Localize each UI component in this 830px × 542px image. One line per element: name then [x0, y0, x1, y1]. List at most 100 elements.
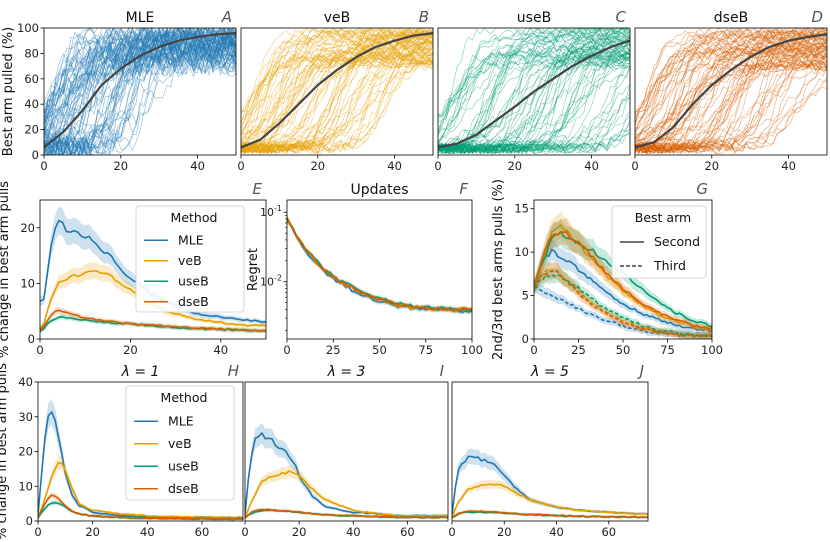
- run-trace-B-56: [241, 28, 433, 152]
- chart-panel-B: 0 20 40 veB B: [237, 8, 434, 173]
- run-trace-D-57: [635, 40, 827, 155]
- run-trace-B-78: [241, 59, 433, 153]
- run-trace-A-3: [44, 40, 236, 114]
- run-trace-B-74: [241, 41, 433, 141]
- run-trace-B-24: [241, 60, 433, 154]
- chart-title-A: MLE: [126, 10, 155, 26]
- run-trace-A-7: [44, 28, 236, 155]
- series-line-F-dseb: [287, 216, 472, 312]
- run-trace-B-6: [241, 58, 433, 153]
- run-trace-C-28: [438, 39, 630, 154]
- run-trace-B-50: [241, 60, 433, 154]
- run-trace-D-31: [635, 86, 827, 154]
- panel-letter-A: A: [221, 8, 232, 26]
- run-trace-D-76: [635, 45, 827, 115]
- chart-panel-D: 0 20 40 dseB D: [631, 8, 828, 173]
- run-trace-A-47: [44, 28, 236, 154]
- band-J-mle: [452, 448, 648, 516]
- x-tick-label-F-75: 75: [418, 343, 433, 357]
- run-trace-D-54: [635, 43, 827, 150]
- run-trace-C-26: [438, 50, 630, 143]
- run-trace-A-14: [44, 39, 236, 155]
- legend-title-H: Method: [161, 390, 208, 405]
- run-trace-D-1: [635, 28, 827, 136]
- legend-E: Method MLE veB useB dseB: [135, 205, 245, 313]
- run-trace-C-10: [438, 53, 630, 146]
- series-line-G-mle-second: [534, 248, 712, 333]
- run-trace-B-7: [241, 58, 433, 129]
- run-trace-B-13: [241, 31, 433, 152]
- legend-label-H-dseb: dseB: [168, 481, 199, 496]
- run-trace-D-5: [635, 43, 827, 141]
- run-trace-B-41: [241, 28, 433, 113]
- run-trace-C-50: [438, 38, 630, 155]
- x-tick-label-C-20: 20: [507, 159, 522, 173]
- run-trace-C-71: [438, 132, 630, 154]
- x-tick-label-F-0: 0: [283, 343, 290, 357]
- panel-letter-G: G: [696, 180, 708, 198]
- chart-title-B: veB: [324, 10, 351, 26]
- run-trace-D-20: [635, 60, 827, 155]
- run-trace-C-19: [438, 56, 630, 149]
- x-tick-label-A-40: 40: [190, 159, 205, 173]
- x-tick-label-H-60: 60: [195, 525, 210, 539]
- run-trace-A-15: [44, 28, 236, 146]
- run-trace-B-11: [241, 28, 433, 153]
- run-trace-D-16: [635, 37, 827, 152]
- run-trace-A-21: [44, 52, 236, 149]
- y-tick-label-H-0: 0: [26, 514, 33, 528]
- run-trace-D-46: [635, 46, 827, 141]
- x-tick-label-I-60: 60: [400, 525, 415, 539]
- run-trace-D-71: [635, 49, 827, 152]
- run-trace-D-73: [635, 62, 827, 154]
- axes-frame-I: [244, 381, 449, 522]
- run-trace-A-66: [44, 35, 236, 155]
- y-tick-label-H-30: 30: [18, 410, 33, 424]
- mean-line-A: [44, 32, 236, 149]
- chart-panel-A: 0 20 40 0 20 40 60 80 100 MLE A Best arm pulled (%): [1, 8, 237, 173]
- run-trace-B-62: [241, 45, 433, 113]
- panel-letter-C: C: [616, 8, 627, 26]
- y-tick-label-G-10: 10: [514, 245, 529, 259]
- run-trace-B-10: [241, 46, 433, 155]
- y-tick-label-F-0: 10-1: [260, 204, 282, 219]
- run-trace-C-5: [438, 34, 630, 117]
- run-trace-D-52: [635, 32, 827, 154]
- run-trace-A-0: [44, 28, 236, 103]
- axes-frame-F: [286, 199, 473, 340]
- run-trace-A-67: [44, 32, 236, 155]
- run-trace-C-51: [438, 53, 630, 131]
- run-trace-B-60: [241, 53, 433, 147]
- run-trace-A-28: [44, 28, 236, 115]
- axes-frame-D: [634, 27, 828, 156]
- run-trace-B-29: [241, 62, 433, 154]
- mean-line-D: [635, 33, 827, 149]
- run-trace-D-67: [635, 55, 827, 154]
- run-trace-D-77: [635, 59, 827, 153]
- run-trace-B-37: [241, 50, 433, 137]
- run-trace-C-17: [438, 64, 630, 155]
- run-trace-A-8: [44, 53, 236, 155]
- run-trace-B-8: [241, 35, 433, 147]
- y-tick-label-A-80: 80: [24, 46, 39, 60]
- run-trace-B-2: [241, 57, 433, 155]
- chart-title-H: λ = 1: [121, 364, 160, 380]
- run-trace-D-68: [635, 59, 827, 155]
- run-trace-D-49: [635, 32, 827, 154]
- run-trace-B-26: [241, 50, 433, 154]
- run-trace-C-75: [438, 28, 630, 150]
- run-trace-A-6: [44, 53, 236, 155]
- run-trace-C-52: [438, 28, 630, 144]
- y-tick-label-E-20: 20: [20, 221, 35, 235]
- x-tick-label-C-40: 40: [584, 159, 599, 173]
- plot-area-H: [38, 399, 243, 521]
- run-trace-D-47: [635, 78, 827, 154]
- run-trace-C-56: [438, 50, 630, 155]
- run-trace-C-72: [438, 50, 630, 155]
- x-tick-label-F-100: 100: [461, 343, 483, 357]
- x-tick-label-E-40: 40: [213, 343, 228, 357]
- y-tick-label-A-100: 100: [17, 21, 39, 35]
- series-line-G-useb-third: [534, 274, 712, 338]
- legend-title-E: Method: [171, 210, 218, 225]
